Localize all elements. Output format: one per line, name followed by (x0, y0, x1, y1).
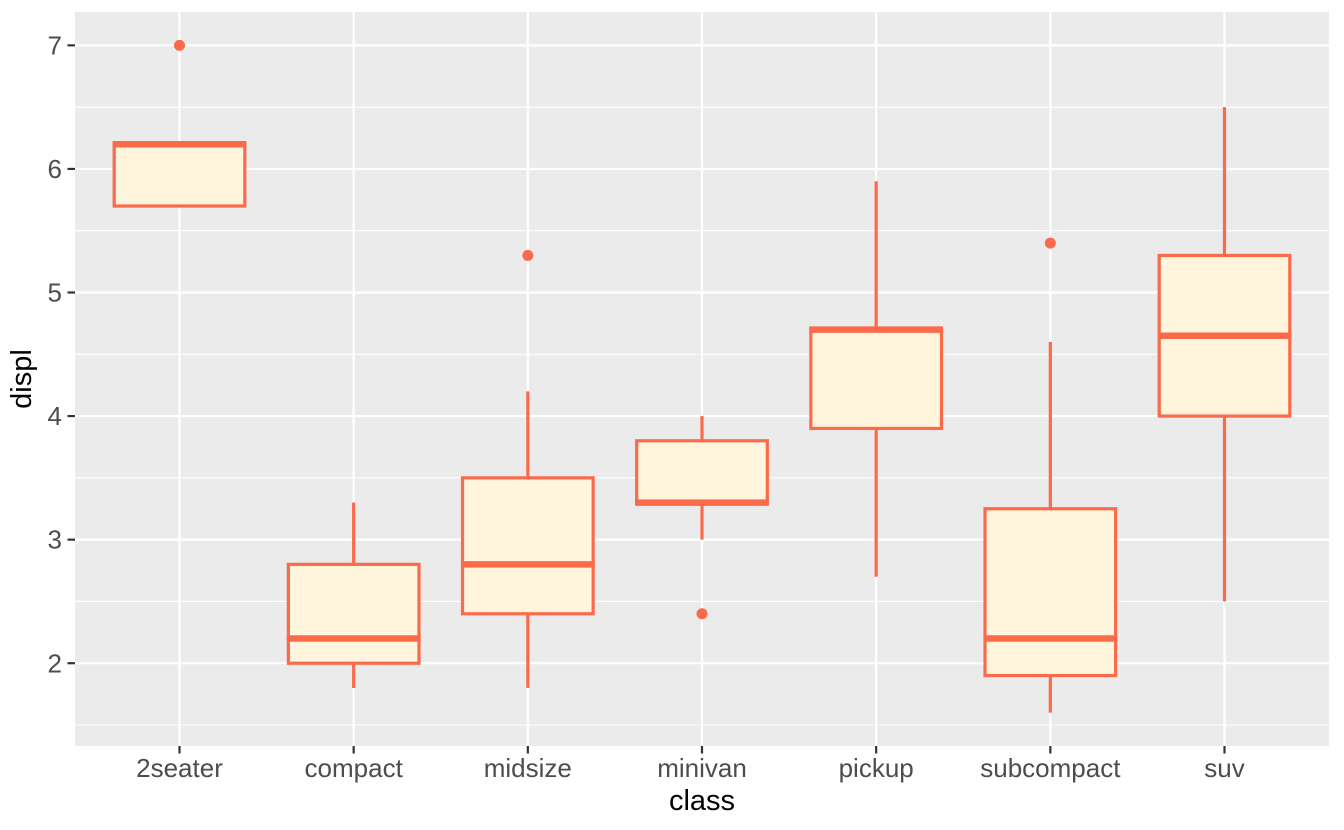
box-pickup (809, 181, 944, 577)
iqr-box (460, 476, 595, 616)
x-tick-label: minivan (657, 753, 747, 783)
x-tick-label: subcompact (980, 753, 1121, 783)
iqr-box (112, 142, 247, 208)
outlier-point (696, 608, 708, 620)
x-axis-title: class (669, 785, 735, 817)
iqr-box (983, 507, 1118, 678)
x-tick-label: compact (305, 753, 404, 783)
y-tick-label: 7 (48, 30, 62, 60)
box-suv (1157, 107, 1292, 602)
outlier-point (522, 249, 534, 261)
box-subcompact (983, 237, 1118, 713)
outlier-point (1044, 237, 1056, 249)
y-tick-label: 6 (48, 154, 62, 184)
y-tick-label: 2 (48, 648, 62, 678)
x-tick-label: midsize (484, 753, 572, 783)
x-tick-label: 2seater (136, 753, 223, 783)
iqr-box (286, 562, 421, 665)
box-midsize (460, 249, 595, 688)
box-minivan (635, 416, 769, 620)
y-axis-title: displ (6, 349, 38, 409)
iqr-box (809, 327, 944, 431)
outlier-point (174, 39, 185, 51)
y-tick-label: 5 (48, 278, 62, 308)
y-tick-label: 4 (48, 401, 62, 431)
x-tick-label: suv (1204, 753, 1244, 783)
y-tick-label: 3 (48, 525, 62, 555)
x-tick-label: pickup (839, 753, 914, 783)
box-compact (286, 502, 421, 688)
box-2seater (112, 39, 247, 208)
iqr-box (635, 439, 769, 505)
